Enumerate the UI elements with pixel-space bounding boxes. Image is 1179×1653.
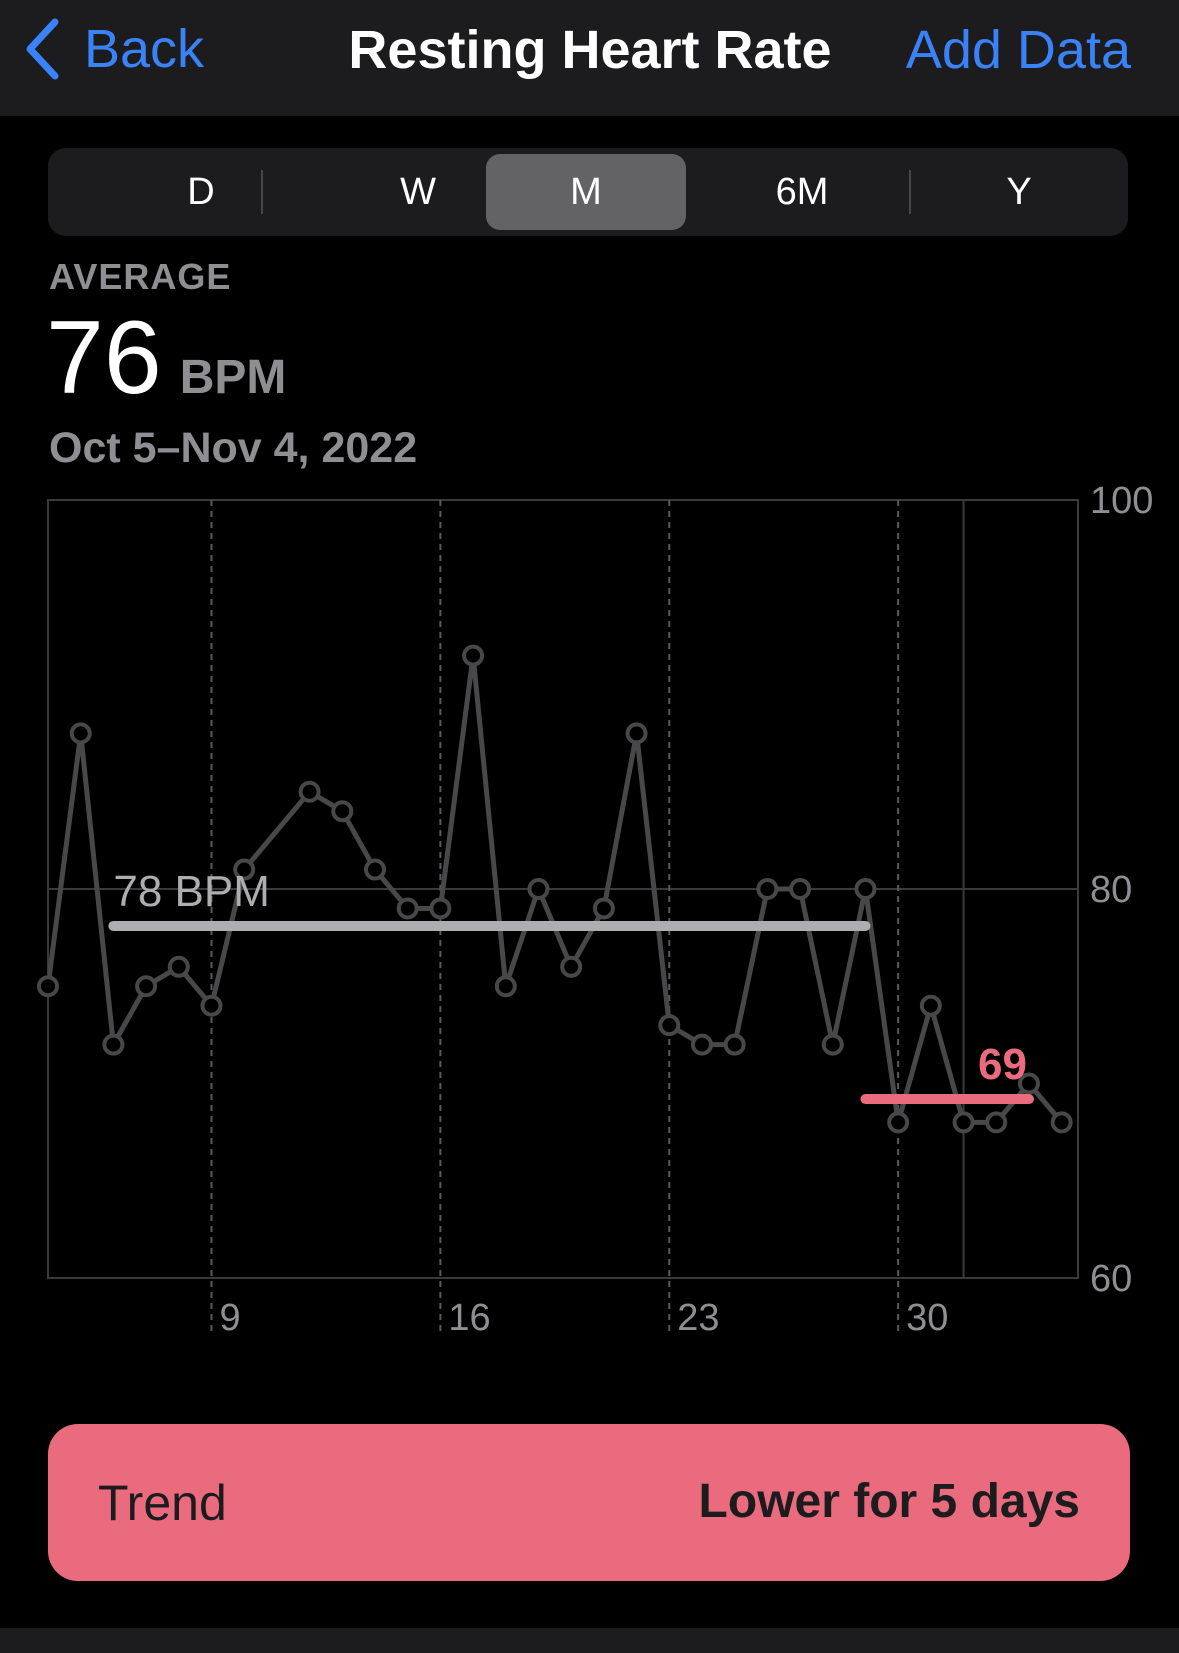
data-point	[331, 800, 354, 823]
data-point	[560, 955, 583, 978]
data-point	[102, 1033, 125, 1056]
data-point	[135, 975, 158, 998]
data-point	[298, 780, 321, 803]
data-point	[887, 1111, 910, 1134]
data-point	[789, 878, 812, 900]
data-point	[527, 878, 550, 900]
y-tick-label: 60	[1090, 1258, 1132, 1300]
trend-label: Trend	[98, 1475, 227, 1531]
bottom-bar	[0, 1628, 1179, 1653]
date-range: Oct 5–Nov 4, 2022	[49, 424, 418, 472]
back-button[interactable]: Back	[22, 14, 204, 84]
data-point	[756, 878, 779, 900]
data-point	[233, 858, 256, 881]
x-tick-label: 23	[677, 1297, 719, 1339]
trend-value: Lower for 5 days	[698, 1475, 1080, 1528]
x-tick-label: 9	[219, 1297, 240, 1339]
x-tick-label: 16	[448, 1297, 490, 1339]
recent-average-label: 69	[978, 1040, 1027, 1089]
average-unit: BPM	[179, 351, 287, 404]
data-point	[69, 722, 92, 745]
data-point	[592, 897, 615, 920]
trend-card[interactable]: Trend Lower for 5 days	[48, 1424, 1130, 1581]
data-point	[494, 975, 517, 998]
time-range-segmented-control: D W M 6M Y	[48, 148, 1128, 236]
navigation-bar: Back Resting Heart Rate Add Data	[0, 0, 1179, 116]
segment-divider	[909, 170, 911, 214]
data-point	[396, 897, 419, 920]
segment-year[interactable]: Y	[1006, 170, 1032, 213]
data-point	[690, 1033, 713, 1056]
chevron-left-icon	[22, 17, 62, 81]
segment-six-month[interactable]: 6M	[775, 170, 829, 213]
add-data-button[interactable]: Add Data	[905, 20, 1131, 80]
y-tick-label: 80	[1090, 869, 1132, 911]
data-point	[167, 955, 190, 978]
data-point	[658, 1014, 681, 1037]
data-point	[854, 878, 877, 900]
overall-average-label: 78 BPM	[113, 867, 270, 916]
y-tick-label: 100	[1090, 480, 1153, 522]
average-value: 76 BPM	[46, 306, 286, 410]
data-point	[200, 994, 223, 1017]
segment-day[interactable]: D	[187, 170, 215, 213]
data-point	[919, 994, 942, 1017]
data-point	[1017, 1072, 1040, 1095]
segment-month[interactable]: M	[486, 154, 686, 230]
data-point	[985, 1111, 1008, 1134]
heart-rate-chart[interactable]: 100 80 60 9 16 23 30 78 BPM 69	[0, 480, 1179, 1360]
data-point	[1050, 1111, 1073, 1134]
data-point	[625, 722, 648, 745]
data-point	[723, 1033, 746, 1056]
data-point	[363, 858, 386, 881]
x-tick-label: 30	[906, 1297, 948, 1339]
average-number: 76	[46, 300, 162, 416]
data-point	[429, 897, 452, 920]
page-title: Resting Heart Rate	[348, 20, 832, 80]
data-point	[821, 1033, 844, 1056]
back-label: Back	[84, 19, 205, 79]
segment-week[interactable]: W	[400, 170, 436, 213]
data-point	[462, 644, 485, 667]
data-point	[37, 975, 59, 998]
average-label: AVERAGE	[49, 256, 232, 297]
data-point	[952, 1111, 975, 1134]
segment-divider	[261, 170, 263, 214]
